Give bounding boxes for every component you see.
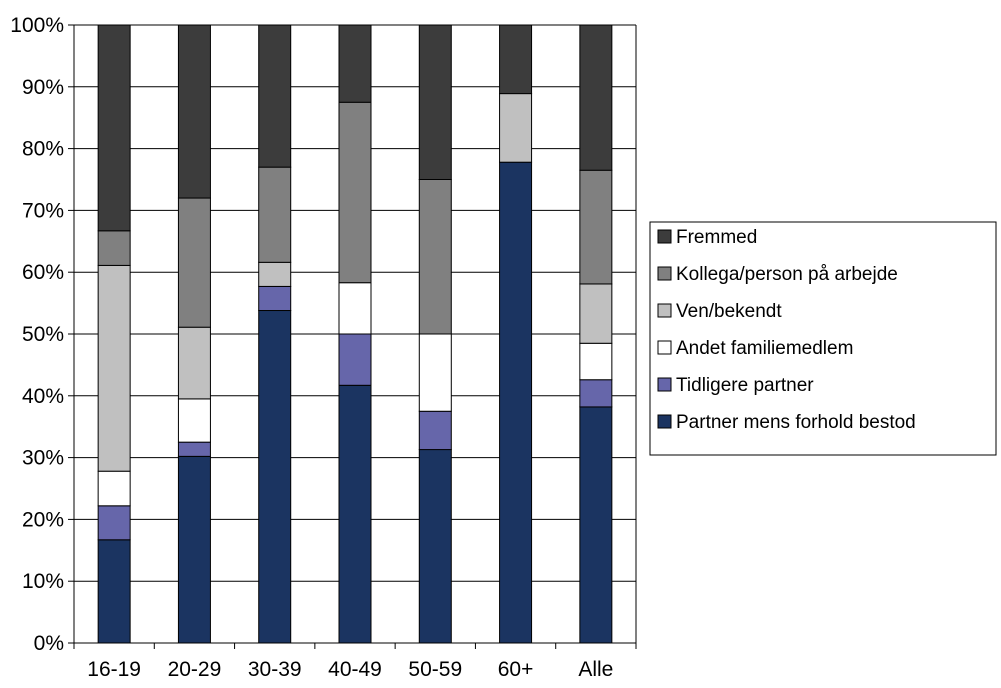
bar-segment [177,197,211,328]
y-tick-label: 40% [22,385,64,408]
bar-segment [258,166,292,263]
y-tick-label: 80% [22,138,64,161]
bar-segment [579,379,613,408]
bar-segment [418,179,452,335]
x-tick-label: 50-59 [408,658,462,681]
y-tick-label: 70% [22,199,64,222]
legend-box [649,221,997,456]
bar-segment [338,282,372,335]
bars [97,24,613,644]
y-tick-label: 90% [22,76,64,99]
bar-segment [177,326,211,400]
x-tick-label: 60+ [498,658,534,681]
legend-swatch [657,340,672,355]
legend-swatch [657,303,672,318]
bar-segment [177,441,211,457]
y-tick-label: 20% [22,508,64,531]
bar-segment [579,24,613,171]
bar-segment [338,24,372,103]
bar-segment [97,539,131,644]
bar-segment [338,333,372,386]
bar-segment [97,264,131,472]
legend-label: Andet familiemedlem [676,338,853,359]
bar-segment [338,101,372,284]
legend-label: Tidligere partner [676,375,814,396]
y-tick-label: 0% [34,632,64,655]
bar-segment [177,455,211,644]
bar-segment [579,406,613,644]
y-tick-label: 100% [10,14,64,37]
bar-segment [177,398,211,443]
bar-segment [97,470,131,507]
bar-segment [579,169,613,285]
y-tick-label: 30% [22,447,64,470]
bar-segment [579,283,613,344]
x-tick-label: 16-19 [87,658,141,681]
bar-segment [418,333,452,412]
bar-segment [258,285,292,312]
bar-segment [97,505,131,541]
x-tick-label: 20-29 [168,658,222,681]
bar-segment [579,342,613,381]
x-tick-label: Alle [578,658,613,681]
axes: 0% 10% 20% 30% 40% 50% 60% 70% 80% 90% 100% 16-19 20… [10,14,637,681]
y-tick-label: 60% [22,261,64,284]
legend-swatch [657,377,672,392]
x-tick-label: 30-39 [248,658,302,681]
bar-segment [258,261,292,287]
legend-swatch [657,266,672,281]
legend-swatch [657,414,672,429]
bar-segment [499,161,533,644]
legend-label: Fremmed [676,227,757,248]
bar-segment [499,93,533,163]
bar-segment [418,24,452,180]
legend: Fremmed Kollega/person på arbejde Ven/beke… [649,221,997,456]
bar-segment [258,310,292,644]
legend-label: Kollega/person på arbejde [676,264,898,285]
y-tick-label: 50% [22,323,64,346]
bar-segment [258,24,292,168]
bar-segment [418,410,452,451]
bar-segment [338,384,372,644]
legend-label: Partner mens forhold bestod [676,412,916,433]
legend-label: Ven/bekendt [676,301,782,322]
y-tick-label: 10% [22,570,64,593]
bar-segment [97,24,131,232]
bar-segment [418,449,452,644]
bar-segment [97,230,131,266]
bar-segment [177,24,211,199]
legend-swatch [657,229,672,244]
bar-segment [499,24,533,95]
x-tick-label: 40-49 [328,658,382,681]
